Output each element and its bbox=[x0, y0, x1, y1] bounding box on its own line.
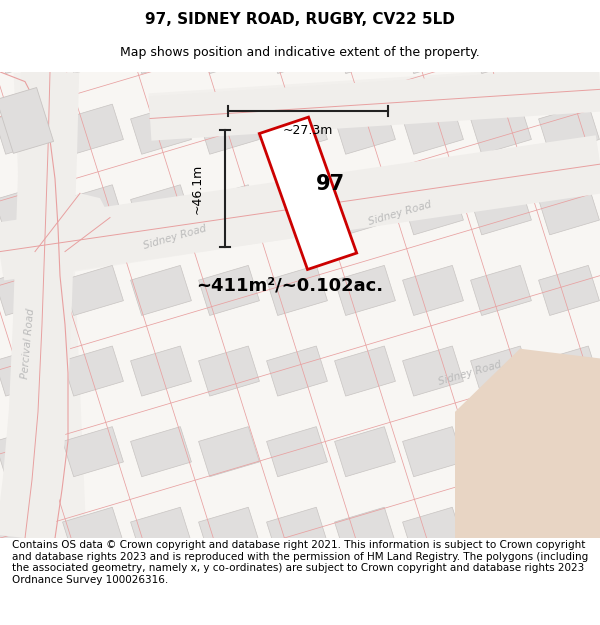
Polygon shape bbox=[0, 427, 55, 477]
Text: Sidney Road: Sidney Road bbox=[142, 223, 208, 251]
Polygon shape bbox=[335, 266, 395, 316]
Polygon shape bbox=[335, 185, 395, 235]
Polygon shape bbox=[470, 427, 532, 477]
Polygon shape bbox=[266, 185, 328, 235]
Polygon shape bbox=[0, 24, 55, 74]
Polygon shape bbox=[266, 266, 328, 316]
Polygon shape bbox=[403, 185, 463, 235]
Polygon shape bbox=[199, 24, 259, 74]
Text: ~46.1m: ~46.1m bbox=[191, 163, 203, 214]
Polygon shape bbox=[539, 185, 599, 235]
Polygon shape bbox=[470, 266, 532, 316]
Polygon shape bbox=[470, 24, 532, 74]
Polygon shape bbox=[62, 266, 124, 316]
Text: Map shows position and indicative extent of the property.: Map shows position and indicative extent… bbox=[120, 46, 480, 59]
Polygon shape bbox=[539, 104, 599, 154]
Polygon shape bbox=[539, 24, 599, 74]
Polygon shape bbox=[266, 104, 328, 154]
Polygon shape bbox=[62, 185, 124, 235]
Polygon shape bbox=[335, 508, 395, 558]
Polygon shape bbox=[403, 104, 463, 154]
Polygon shape bbox=[335, 346, 395, 396]
Polygon shape bbox=[0, 185, 55, 235]
Text: Sidney Road: Sidney Road bbox=[437, 359, 503, 387]
Polygon shape bbox=[199, 508, 259, 558]
Polygon shape bbox=[403, 427, 463, 477]
Polygon shape bbox=[539, 427, 599, 477]
Polygon shape bbox=[199, 104, 259, 154]
Polygon shape bbox=[403, 346, 463, 396]
Polygon shape bbox=[266, 24, 328, 74]
Polygon shape bbox=[0, 88, 53, 153]
Polygon shape bbox=[0, 346, 55, 396]
Polygon shape bbox=[131, 185, 191, 235]
Polygon shape bbox=[199, 346, 259, 396]
Polygon shape bbox=[470, 508, 532, 558]
Polygon shape bbox=[335, 104, 395, 154]
Text: Sidney Road: Sidney Road bbox=[367, 199, 433, 226]
Polygon shape bbox=[199, 266, 259, 316]
Polygon shape bbox=[403, 266, 463, 316]
Polygon shape bbox=[0, 266, 55, 316]
Polygon shape bbox=[62, 346, 124, 396]
Polygon shape bbox=[62, 427, 124, 477]
Polygon shape bbox=[62, 104, 124, 154]
Polygon shape bbox=[131, 266, 191, 316]
Polygon shape bbox=[470, 185, 532, 235]
Polygon shape bbox=[455, 349, 600, 538]
Polygon shape bbox=[0, 508, 55, 558]
Text: 97: 97 bbox=[316, 174, 344, 194]
Text: ~411m²/~0.102ac.: ~411m²/~0.102ac. bbox=[196, 277, 383, 294]
Polygon shape bbox=[0, 104, 55, 154]
Polygon shape bbox=[131, 104, 191, 154]
Polygon shape bbox=[259, 117, 356, 269]
Polygon shape bbox=[30, 193, 110, 252]
Polygon shape bbox=[199, 185, 259, 235]
Polygon shape bbox=[62, 508, 124, 558]
Polygon shape bbox=[266, 346, 328, 396]
Polygon shape bbox=[266, 508, 328, 558]
Polygon shape bbox=[335, 24, 395, 74]
Polygon shape bbox=[199, 427, 259, 477]
Text: Contains OS data © Crown copyright and database right 2021. This information is : Contains OS data © Crown copyright and d… bbox=[12, 540, 588, 585]
Polygon shape bbox=[539, 266, 599, 316]
Polygon shape bbox=[403, 24, 463, 74]
Polygon shape bbox=[539, 346, 599, 396]
Polygon shape bbox=[131, 427, 191, 477]
Polygon shape bbox=[470, 104, 532, 154]
Text: 97, SIDNEY ROAD, RUGBY, CV22 5LD: 97, SIDNEY ROAD, RUGBY, CV22 5LD bbox=[145, 12, 455, 27]
Polygon shape bbox=[403, 508, 463, 558]
Text: ~27.3m: ~27.3m bbox=[283, 124, 333, 137]
Polygon shape bbox=[470, 346, 532, 396]
Polygon shape bbox=[131, 508, 191, 558]
Polygon shape bbox=[539, 508, 599, 558]
Polygon shape bbox=[131, 346, 191, 396]
Polygon shape bbox=[266, 427, 328, 477]
Polygon shape bbox=[62, 24, 124, 74]
Polygon shape bbox=[335, 427, 395, 477]
Polygon shape bbox=[131, 24, 191, 74]
Text: Percival Road: Percival Road bbox=[20, 308, 36, 379]
